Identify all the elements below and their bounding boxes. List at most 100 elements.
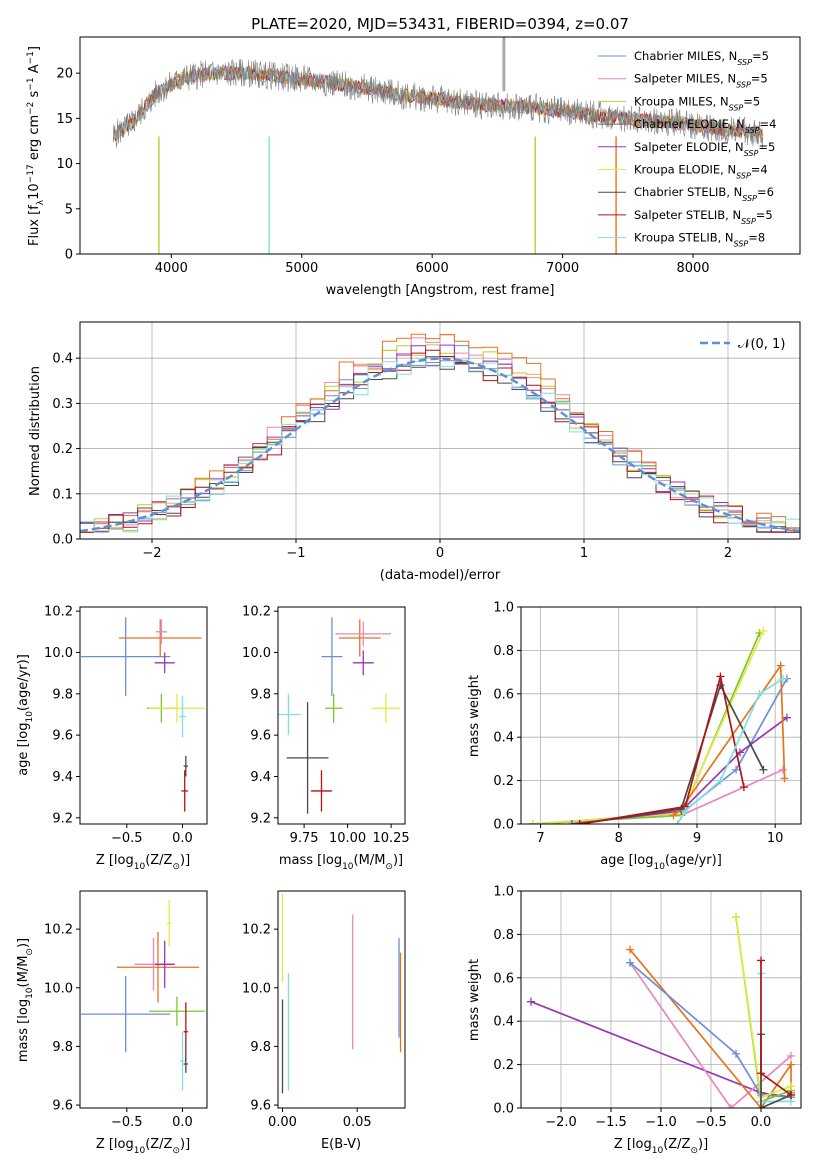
y-tick-label: 9.8 [250,687,271,702]
label-part: (Z/Z [145,853,172,868]
y-tick-label: 10.0 [44,646,73,661]
label-part: Z [log [96,1137,134,1152]
y-tick-label: 0.0 [52,533,73,548]
y-tick-label: 0.4 [52,352,73,367]
legend-label-part: =5 [758,140,775,154]
series-line [532,678,788,824]
legend-label-part: Chabrier ELODIE, N [634,117,745,131]
label-part: s [27,90,42,101]
label-part: )] [180,1137,190,1152]
axes-frame [520,606,802,825]
series-marker [528,820,537,824]
legend-label-part: =5 [743,94,760,108]
x-tick-label: 10 [767,831,784,846]
series-marker [779,674,788,683]
y-tick-label: 10.2 [242,923,271,938]
age-z-axes: −0.5 0.09.29.49.69.810.010.2Z [log10(Z/Z⊙… [16,605,208,872]
weight-z-axes: −2.0 −1.5 −1.0 −0.5 0.0 0.0 0.2 0.4 0.6 0.8 1.0 Z [… [467,885,802,1156]
series-marker [787,1051,795,1060]
x-axis-label: wavelength [Angstrom, rest frame] [326,283,555,298]
label-part: age [log [16,723,31,776]
gaussian-curve [80,357,800,533]
axis: −0.5 0.09.29.49.69.810.010.2Z [log10(Z/Z⊙… [16,605,208,872]
legend-label-part: Kroupa MILES, N [634,94,729,108]
axes-frame [79,606,208,825]
plot-area [278,617,400,814]
y-tick-label: 0.2 [493,774,514,789]
series-marker [787,1090,795,1099]
y-tick-label: 0.0 [493,818,514,833]
label-part: )] [180,853,190,868]
label-part: (Z/Z [663,1137,690,1152]
x-tick-label: −1.0 [645,1115,677,1130]
series-marker [669,811,678,820]
label-part: (age/yr)] [665,853,722,868]
legend-label: Salpeter STELIB, NSSP=5 [634,208,773,226]
plot-area [528,626,791,824]
series-marker [759,626,768,635]
axis: −0.5 0.09.69.810.010.2Z [log10(Z/Z⊙)]mass… [16,890,208,1156]
legend-label: Chabrier MILES, NSSP=5 [634,49,769,67]
figure-title: PLATE=2020, MJD=53431, FIBERID=0394, z=0… [251,15,629,33]
legend-label-part: SSP [742,194,757,203]
legend-label-part: Chabrier MILES, N [634,49,737,63]
x-tick-label: 0.0 [172,1115,193,1130]
grid [521,890,801,1109]
series-marker [787,1060,795,1069]
x-tick-label: 9.75 [290,831,319,846]
y-tick-label: 5 [65,202,73,217]
x-tick-label: −1 [286,546,305,561]
series-line [629,949,792,1108]
label-part: wavelength [Angstrom, rest frame] [326,283,555,298]
x-tick-label: 8 [615,831,623,846]
y-tick-label: 10.0 [242,646,271,661]
series-marker [780,774,789,783]
series-marker [732,913,740,922]
x-tick-label: 4000 [155,261,188,276]
y-axis-label: mass weight [467,959,482,1041]
legend-label: Chabrier STELIB, NSSP=6 [634,185,774,203]
x-tick-label: 0.0 [751,1115,772,1130]
y-tick-label: 9.6 [52,729,73,744]
plot-area [80,333,800,533]
y-tick-label: 0.4 [493,731,514,746]
y-tick-label: 0.8 [493,928,514,943]
x-tick-label: −1.5 [595,1115,627,1130]
series-marker [757,1069,765,1078]
label-part: erg cm [27,115,42,164]
y-tick-label: 0.3 [52,397,73,412]
x-axis-label: mass [log10(M/M⊙)] [279,853,403,872]
legend-label-part: =5 [751,72,768,86]
y-tick-label: 0.2 [52,442,73,457]
x-tick-label: −2.0 [545,1115,577,1130]
x-tick-label: 6000 [416,261,449,276]
x-axis-label: Z [log10(Z/Z⊙)] [96,1137,190,1156]
y-tick-label: 9.8 [250,1040,271,1055]
series-marker [755,689,764,698]
label-part: (age/yr)] [16,654,31,711]
y-axis-label: Normed distribution [28,366,43,496]
y-tick-label: 10 [56,157,73,172]
x-tick-label: 2 [724,546,732,561]
y-tick-label: 9.2 [250,811,271,826]
series-marker [732,765,741,774]
spectrum-axes: 4000 5000 6000 7000 8000 0 5 10 15 20 wavelength [… [26,36,801,298]
plot-area [112,37,764,254]
legend-label-part: Chabrier STELIB, N [634,185,742,199]
label-part: λ [36,199,46,205]
label-part: ⊙ [25,948,35,956]
plot-area [281,893,402,1094]
legend-label: Chabrier ELODIE, NSSP=4 [634,117,776,135]
x-tick-label: 0.05 [343,1115,372,1130]
series-marker [787,1082,795,1091]
y-tick-label: 1.0 [493,601,514,616]
x-tick-label: 7 [536,831,544,846]
label-part: Flux [f [27,205,42,246]
x-tick-label: 0 [436,546,444,561]
x-tick-label: 0.00 [268,1115,297,1130]
y-tick-label: 9.6 [250,1099,271,1114]
label-part: Z [log [96,853,134,868]
label-part: 10 [27,183,42,200]
legend-label-part: SSP [744,148,759,157]
